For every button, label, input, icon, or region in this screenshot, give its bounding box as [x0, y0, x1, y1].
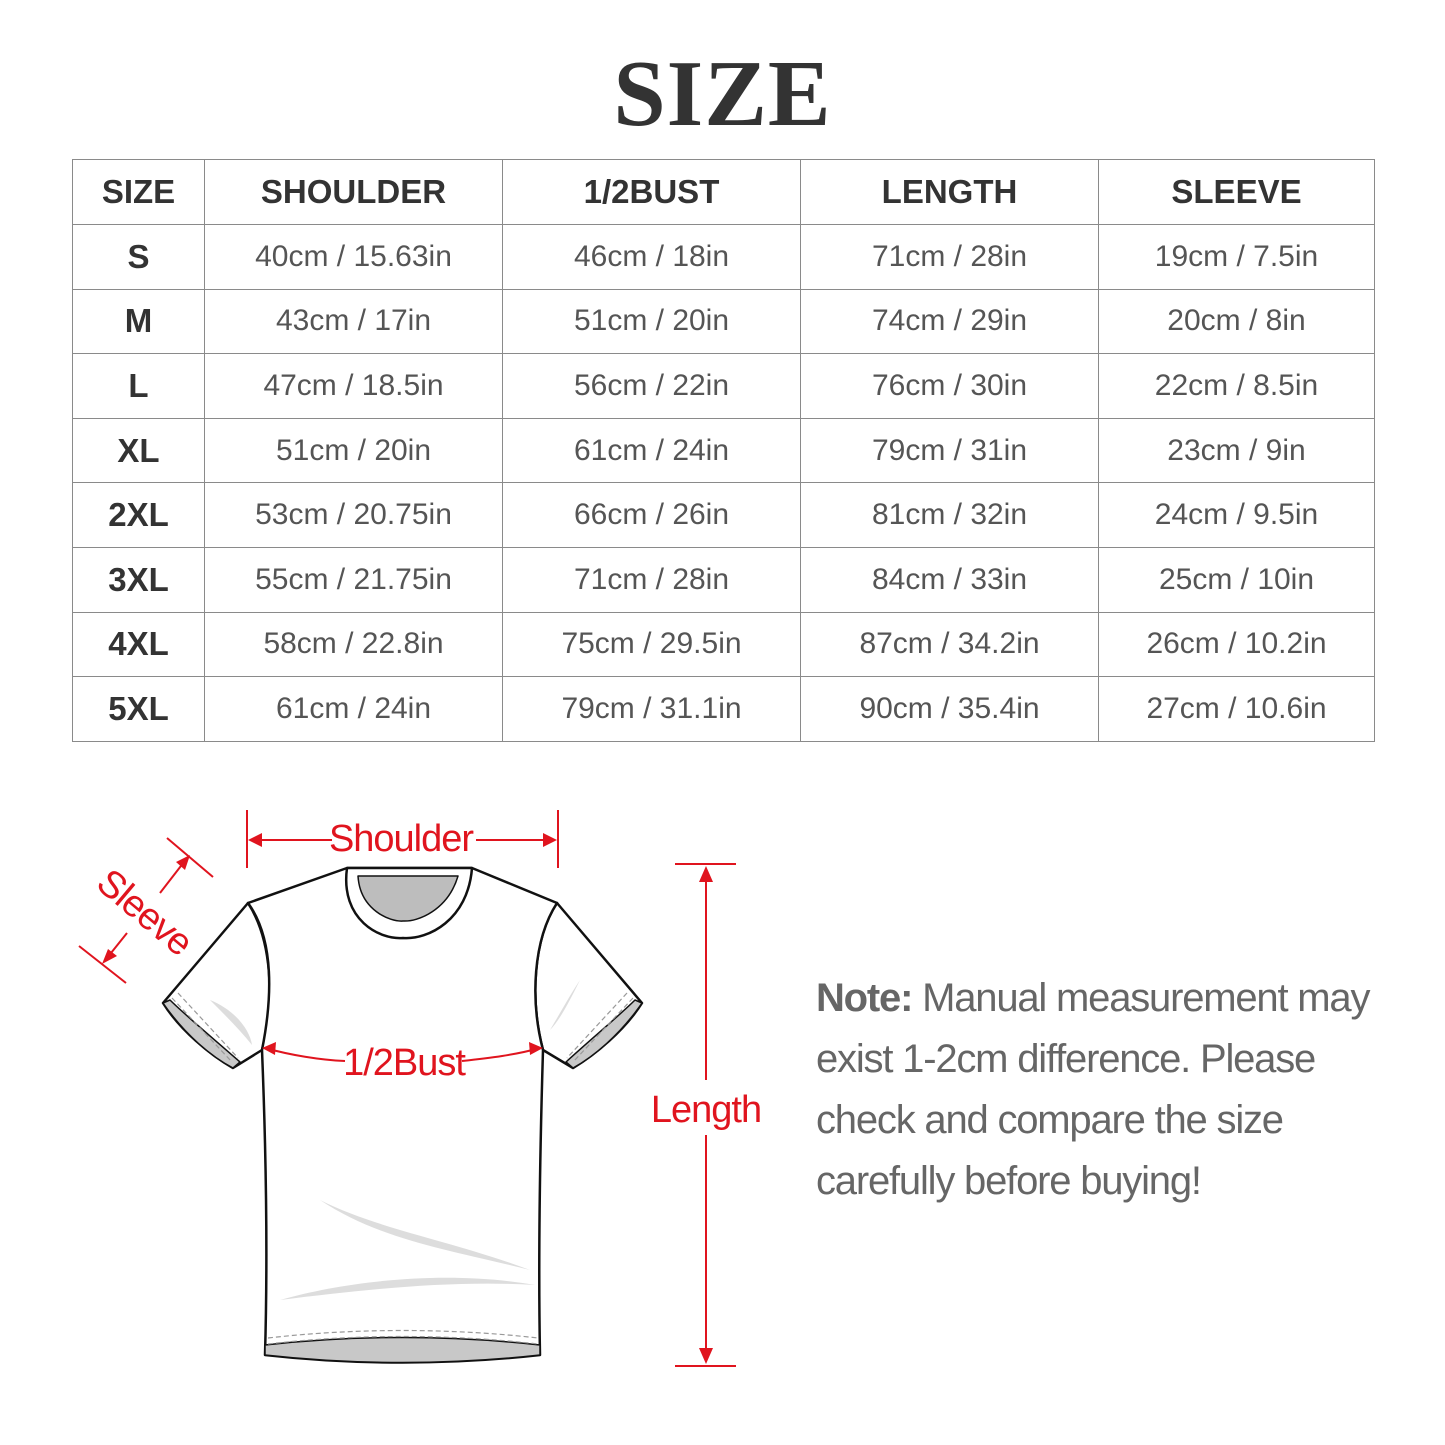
size-table: SIZE SHOULDER 1/2BUST LENGTH SLEEVE S 40c… — [72, 159, 1375, 742]
header-sleeve: SLEEVE — [1098, 159, 1375, 225]
measurement-cell: 24cm / 9.5in — [1098, 482, 1375, 548]
measurement-cell: 51cm / 20in — [502, 288, 801, 355]
measurement-cell: 20cm / 8in — [1098, 288, 1375, 355]
measurement-cell: 61cm / 24in — [502, 417, 801, 484]
table-row: XL 51cm / 20in 61cm / 24in 79cm / 31in 23cm … — [72, 417, 1375, 484]
measurement-cell: 90cm / 35.4in — [800, 676, 1099, 742]
measurement-cell: 81cm / 32in — [800, 482, 1099, 548]
measurement-cell: 23cm / 9in — [1098, 417, 1375, 484]
header-size: SIZE — [72, 159, 205, 225]
measurement-cell: 66cm / 26in — [502, 482, 801, 548]
table-header-row: SIZE SHOULDER 1/2BUST LENGTH SLEEVE — [72, 159, 1375, 225]
size-cell: 4XL — [72, 611, 205, 678]
header-length: LENGTH — [800, 159, 1099, 225]
measurement-cell: 58cm / 22.8in — [204, 611, 503, 678]
measurement-cell: 56cm / 22in — [502, 353, 801, 419]
size-cell: 2XL — [72, 482, 205, 548]
size-cell: 5XL — [72, 676, 205, 742]
measurement-cell: 43cm / 17in — [204, 288, 503, 355]
size-cell: M — [72, 288, 205, 355]
measurement-cell: 71cm / 28in — [502, 546, 801, 613]
measurement-cell: 84cm / 33in — [800, 546, 1099, 613]
size-cell: L — [72, 353, 205, 419]
table-row: M 43cm / 17in 51cm / 20in 74cm / 29in 20cm /… — [72, 288, 1375, 355]
measurement-cell: 79cm / 31.1in — [502, 676, 801, 742]
size-cell: 3XL — [72, 546, 205, 613]
table-row: 5XL 61cm / 24in 79cm / 31.1in 90cm / 35.4in… — [72, 676, 1375, 742]
sleeve-label: Sleeve — [89, 861, 200, 964]
measurement-cell: 55cm / 21.75in — [204, 546, 503, 613]
table-row: L 47cm / 18.5in 56cm / 22in 76cm / 30in 22cm… — [72, 353, 1375, 419]
measurement-arrows — [78, 810, 736, 1367]
measurement-cell: 51cm / 20in — [204, 417, 503, 484]
note-label: Note: — [816, 976, 913, 1020]
measurement-cell: 40cm / 15.63in — [204, 224, 503, 290]
measurement-cell: 46cm / 18in — [502, 224, 801, 290]
measurement-cell: 75cm / 29.5in — [502, 611, 801, 678]
measurement-cell: 26cm / 10.2in — [1098, 611, 1375, 678]
measurement-cell: 61cm / 24in — [204, 676, 503, 742]
measurement-cell: 53cm / 20.75in — [204, 482, 503, 548]
measurement-cell: 27cm / 10.6in — [1098, 676, 1375, 742]
note-text: Note: Manual measurement may exist 1-2cm… — [816, 968, 1416, 1212]
page-title: SIZE — [613, 42, 832, 146]
measurement-cell: 74cm / 29in — [800, 288, 1099, 355]
table-row: 2XL 53cm / 20.75in 66cm / 26in 81cm / 32in 2… — [72, 482, 1375, 548]
measurement-cell: 19cm / 7.5in — [1098, 224, 1375, 290]
measurement-cell: 47cm / 18.5in — [204, 353, 503, 419]
note-body: Manual measurement may exist 1-2cm diffe… — [816, 976, 1370, 1203]
size-cell: S — [72, 224, 205, 290]
table-row: S 40cm / 15.63in 46cm / 18in 71cm / 28in 19c… — [72, 224, 1375, 290]
header-bust: 1/2BUST — [502, 159, 801, 225]
tshirt-illustration — [161, 866, 644, 1364]
measurement-cell: 25cm / 10in — [1098, 546, 1375, 613]
table-row: 3XL 55cm / 21.75in 71cm / 28in 84cm / 33in 2… — [72, 546, 1375, 613]
shoulder-label: Shoulder — [329, 818, 474, 860]
length-label: Length — [651, 1089, 761, 1131]
measurement-cell: 76cm / 30in — [800, 353, 1099, 419]
header-shoulder: SHOULDER — [204, 159, 503, 225]
measurement-cell: 22cm / 8.5in — [1098, 353, 1375, 419]
measurement-cell: 79cm / 31in — [800, 417, 1099, 484]
bust-label: 1/2Bust — [343, 1042, 466, 1084]
